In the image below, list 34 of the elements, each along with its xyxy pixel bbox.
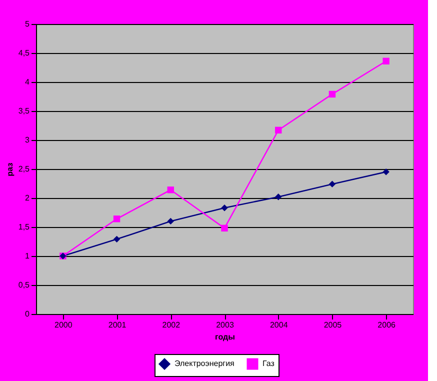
y-tick-label: 1,5 <box>18 222 30 232</box>
point <box>382 58 390 64</box>
y-tick-label: 3,5 <box>18 106 30 116</box>
point <box>221 224 228 232</box>
point <box>328 90 336 98</box>
point <box>221 204 228 212</box>
x-axis-title: годы <box>215 332 236 342</box>
point <box>167 186 174 194</box>
point <box>275 193 282 200</box>
point <box>382 168 390 176</box>
x-tick-label: 2004 <box>270 320 288 330</box>
y-tick-label: 0,5 <box>18 280 30 290</box>
point <box>275 126 282 134</box>
y-tick-label: 4 <box>25 78 30 86</box>
x-tick-label: 2006 <box>378 320 396 330</box>
y-tick-label: 1 <box>25 252 30 260</box>
x-tick-label: 2005 <box>324 320 342 330</box>
y-axis-title: раз <box>5 162 14 176</box>
x-tick-label: 2002 <box>162 320 181 330</box>
y-tick-label: 2 <box>25 194 30 202</box>
y-tick-label: 0 <box>25 310 30 318</box>
y-tick-label: 3 <box>25 136 30 144</box>
point <box>113 216 120 222</box>
y-tick-label: 2,5 <box>18 164 30 174</box>
legend-label: Газ <box>262 359 275 368</box>
x-tick-label: 2001 <box>108 320 127 330</box>
y-tick-label: 4,5 <box>18 48 30 58</box>
point <box>113 236 120 243</box>
legend-label: Электроэнергия <box>174 359 234 368</box>
x-tick-label: 2003 <box>216 320 234 330</box>
point <box>167 218 174 225</box>
y-tick-label: 5 <box>25 20 30 28</box>
point <box>328 180 336 188</box>
x-tick-label: 2000 <box>54 320 73 330</box>
